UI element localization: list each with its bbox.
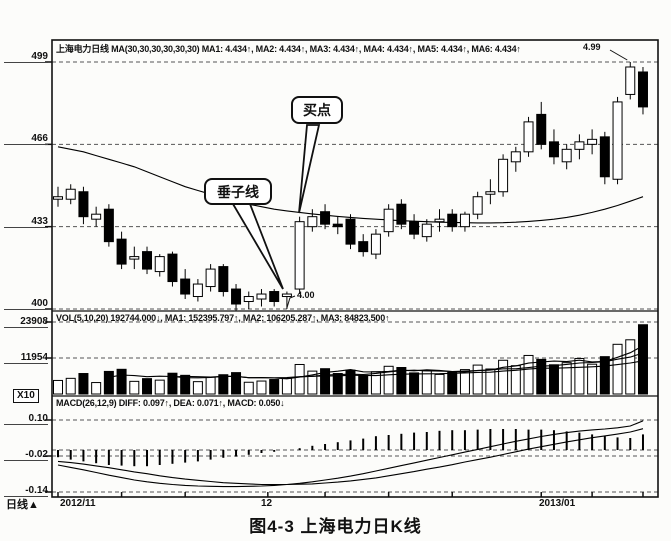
macd-tick-low: -0.14 xyxy=(4,485,48,497)
low-price-label: 4.00 xyxy=(297,290,315,300)
volume-unit-label: X10 xyxy=(13,389,39,403)
up-triangle-icon: ▲ xyxy=(28,499,39,511)
volume-tick-11954: 11954 xyxy=(4,352,48,364)
kline-indicator-header: 上海电力日线 MA(30,30,30,30,30,30) MA1: 4.434↑… xyxy=(56,44,521,54)
figure-caption: 图4-3 上海电力日K线 xyxy=(249,517,422,536)
period-selector: 日线▲ xyxy=(6,496,39,512)
macd-tick-high: 0.10 xyxy=(4,413,48,425)
hammer-callout: 垂子线 xyxy=(204,178,272,205)
volume-indicator-header: VOL(5,10,20) 192744.000↓, MA1: 152395.79… xyxy=(56,313,390,323)
x-date-2012-11: 2012/11 xyxy=(60,498,96,509)
price-tick-433: 433 xyxy=(4,216,48,228)
x-date-12: 12 xyxy=(261,498,273,509)
macd-indicator-header: MACD(26,12,9) DIFF: 0.097↑, DEA: 0.071↑,… xyxy=(56,398,285,408)
price-tick-466: 466 xyxy=(4,133,48,145)
price-tick-400: 400 xyxy=(4,298,48,310)
macd-tick-mid: -0.02 xyxy=(4,449,48,461)
price-tick-499: 499 xyxy=(4,51,48,63)
period-label: 日线 xyxy=(6,499,28,511)
volume-tick-23908: 23908 xyxy=(4,316,48,328)
high-price-label: 4.99 xyxy=(583,42,601,52)
buy-point-callout: 买点 xyxy=(291,96,343,124)
x-date-2013-01: 2013/01 xyxy=(539,498,576,509)
